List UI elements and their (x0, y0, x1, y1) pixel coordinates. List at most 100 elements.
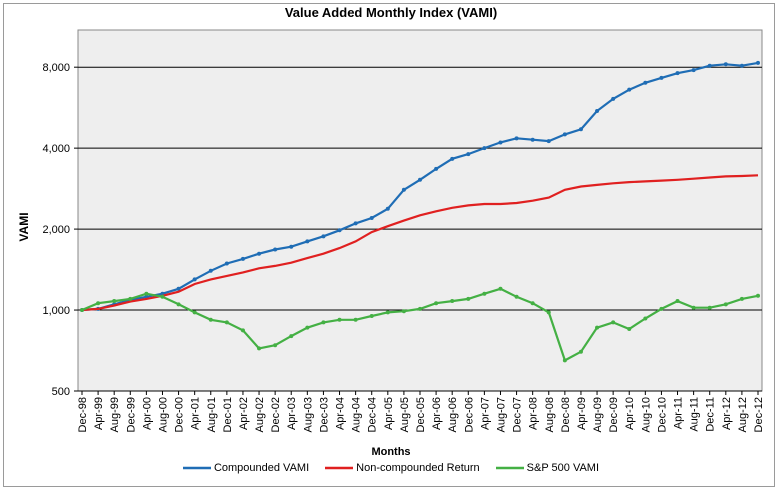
data-point (691, 305, 696, 310)
data-point (401, 187, 406, 192)
data-point (385, 310, 390, 315)
data-point (643, 80, 648, 85)
data-point (739, 63, 744, 68)
x-tick-label: Aug-08 (544, 397, 556, 432)
data-point (514, 294, 519, 299)
y-tick-label: 8,000 (42, 62, 70, 74)
series-line (81, 174, 759, 312)
data-point (160, 294, 165, 299)
data-point (723, 302, 728, 307)
data-point (321, 234, 326, 239)
data-point (96, 301, 101, 306)
x-tick-label: Aug-02 (254, 397, 266, 432)
x-tick-label: Dec-98 (77, 397, 89, 432)
data-point (80, 308, 84, 313)
data-point (562, 132, 567, 137)
data-point (434, 166, 439, 171)
data-point (353, 317, 358, 322)
data-point (739, 296, 744, 301)
legend-item: S&P 500 VAMI (495, 462, 600, 474)
x-tick-label: Dec-11 (705, 397, 717, 432)
legend-swatch (182, 466, 211, 470)
data-point (128, 296, 133, 301)
data-point (337, 317, 342, 322)
data-point (450, 299, 455, 304)
x-tick-label: Apr-05 (383, 397, 395, 430)
data-point (498, 286, 503, 291)
data-point (144, 291, 149, 296)
x-tick-label: Aug-10 (640, 397, 652, 432)
data-point (514, 136, 519, 141)
x-tick-label: Aug-12 (737, 397, 749, 432)
data-point (369, 314, 374, 319)
x-tick-label: Dec-10 (656, 397, 668, 432)
x-tick-label: Aug-05 (399, 397, 411, 432)
data-point (756, 60, 760, 65)
x-tick-label: Aug-11 (689, 397, 701, 432)
x-tick-label: Dec-05 (415, 397, 427, 432)
data-point (707, 305, 712, 310)
data-point (659, 75, 664, 80)
data-point (418, 177, 422, 182)
data-point (482, 291, 487, 296)
data-point (192, 277, 197, 282)
data-point (289, 244, 294, 249)
data-point (723, 62, 728, 67)
x-tick-label: Dec-00 (174, 397, 186, 432)
data-point (659, 306, 664, 311)
data-point (240, 256, 245, 261)
data-point (530, 301, 535, 306)
data-point (627, 327, 632, 332)
x-tick-label: Apr-00 (141, 397, 153, 430)
data-point (240, 328, 245, 333)
data-point (595, 108, 600, 113)
data-point (691, 68, 696, 73)
data-point (595, 325, 600, 330)
x-tick-label: Dec-07 (512, 397, 524, 432)
chart-title: Value Added Monthly Index (VAMI) (284, 5, 498, 20)
plot-area (77, 29, 763, 392)
x-tick-label: Aug-99 (109, 397, 121, 432)
x-tick-label: Apr-06 (431, 397, 443, 430)
data-point (208, 317, 213, 322)
data-point (627, 87, 632, 92)
data-point (385, 206, 390, 211)
x-tick-label: Dec-99 (125, 397, 137, 432)
data-point (289, 334, 294, 339)
data-point (707, 63, 712, 68)
legend-label: Non-compounded Return (356, 462, 480, 474)
x-tick-label: Aug-07 (495, 397, 507, 432)
data-point (418, 306, 422, 311)
x-tick-label: Apr-99 (93, 397, 105, 430)
x-tick-label: Apr-02 (238, 397, 250, 430)
x-tick-label: Dec-01 (222, 397, 234, 432)
x-tick-label: Dec-08 (560, 397, 572, 432)
data-point (112, 299, 117, 304)
data-point (273, 247, 278, 252)
data-point (562, 358, 567, 363)
data-point (675, 299, 680, 304)
x-tick-label: Aug-09 (592, 397, 604, 432)
y-tick-label: 500 (52, 386, 70, 398)
data-point (546, 139, 551, 144)
x-tick-label: Dec-04 (367, 397, 379, 432)
x-tick-label: Apr-09 (576, 397, 588, 430)
data-point (337, 228, 342, 233)
data-point (369, 215, 374, 220)
x-tick-label: Aug-06 (447, 397, 459, 432)
data-point (273, 343, 278, 348)
data-point (466, 296, 471, 301)
legend-swatch (325, 466, 354, 470)
x-tick-label: Aug-00 (157, 397, 169, 432)
data-point (498, 140, 503, 145)
legend-label: S&P 500 VAMI (526, 462, 600, 474)
data-point (611, 96, 616, 101)
data-point (224, 320, 229, 325)
x-tick-label: Dec-03 (318, 397, 330, 432)
y-tick-label: 4,000 (42, 143, 70, 155)
legend: Compounded VAMI Non-compounded Return S&P … (0, 462, 782, 476)
data-point (321, 320, 326, 325)
data-point (482, 146, 487, 151)
x-tick-label: Aug-04 (351, 397, 363, 432)
